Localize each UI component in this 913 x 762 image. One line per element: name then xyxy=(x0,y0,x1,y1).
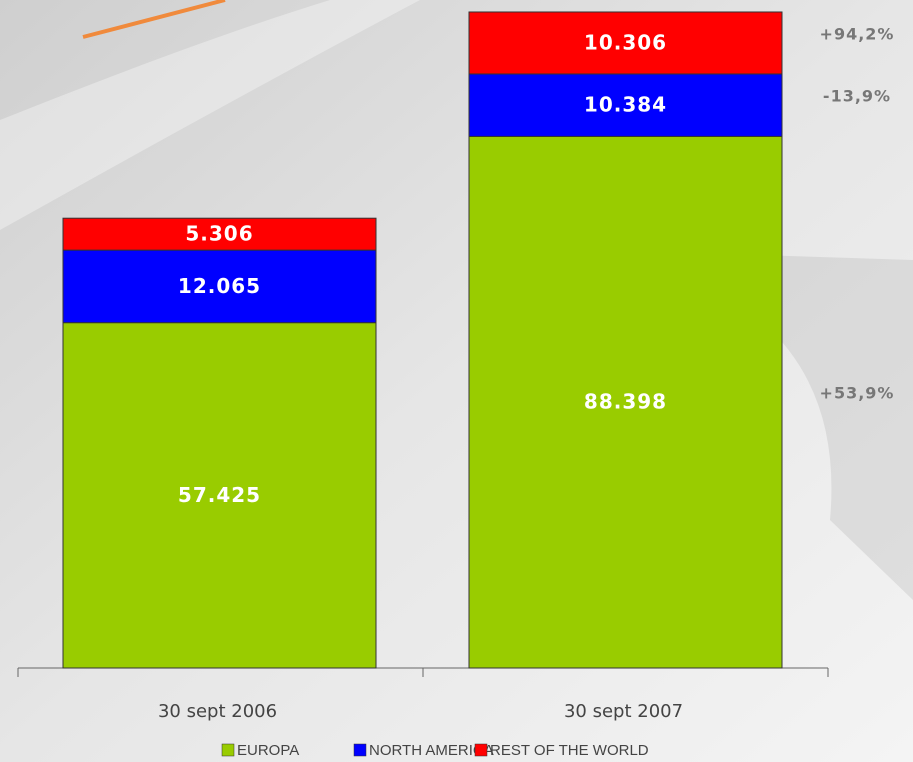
data-label: 57.425 xyxy=(178,483,261,507)
x-tick-label: 30 sept 2007 xyxy=(564,701,683,722)
decoration xyxy=(0,0,420,230)
legend-label: EUROPA xyxy=(237,742,299,759)
data-label: 10.384 xyxy=(584,93,667,117)
bar-segment xyxy=(468,11,783,75)
data-label: 10.306 xyxy=(584,30,667,54)
legend-swatch xyxy=(474,743,488,757)
x-tick-label: 30 sept 2006 xyxy=(158,701,277,722)
change-label: +94,2% xyxy=(820,24,895,43)
data-label: 12.065 xyxy=(178,274,261,298)
decoration xyxy=(600,250,913,600)
legend-swatch xyxy=(353,743,367,757)
bar-segment xyxy=(62,217,377,251)
legend-label: NORTH AMERICA xyxy=(369,742,494,759)
data-label: 88.398 xyxy=(584,390,667,414)
bar-segment xyxy=(468,135,783,669)
bar-segment xyxy=(62,322,377,669)
change-label: -13,9% xyxy=(823,87,891,106)
accent-line xyxy=(82,0,226,39)
legend-label: REST OF THE WORLD xyxy=(490,742,649,759)
change-label: +53,9% xyxy=(820,384,895,403)
legend-swatch xyxy=(221,743,235,757)
data-label: 5.306 xyxy=(185,222,253,246)
